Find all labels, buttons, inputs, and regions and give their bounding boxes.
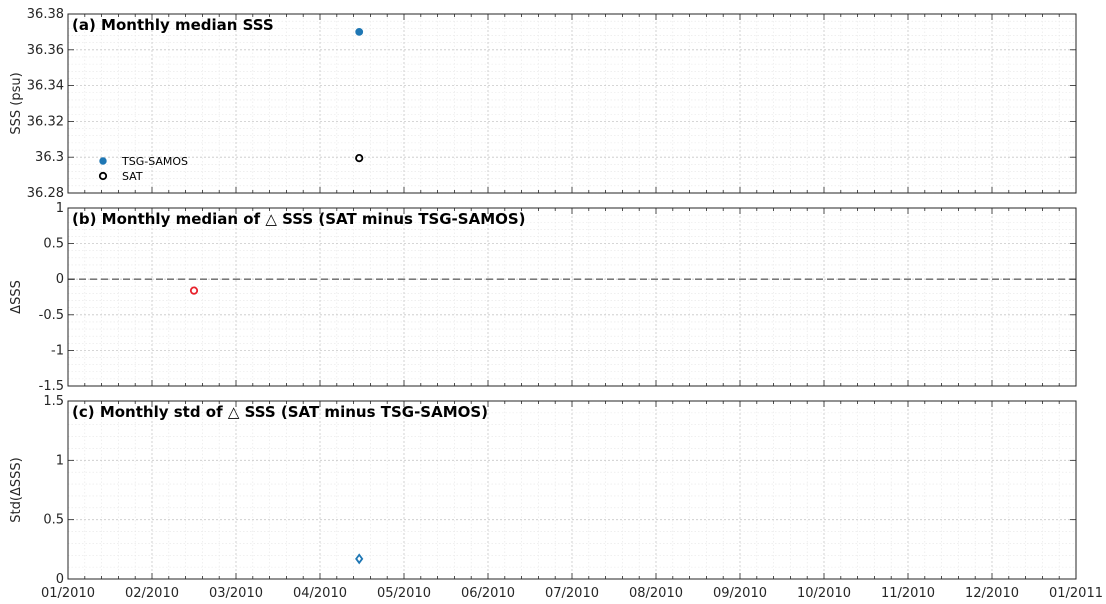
x-tick-label: 01/2011	[1049, 586, 1103, 601]
y-tick-label: 0.5	[43, 237, 64, 252]
y-tick-label: -1	[51, 343, 64, 358]
x-ticks	[67, 207, 1077, 387]
y-tick-label: 1	[56, 201, 64, 216]
legend: TSG-SAMOS SAT	[98, 155, 188, 183]
data-point-sat	[355, 153, 364, 163]
y-tick-label: 0	[56, 272, 64, 287]
legend-label: SAT	[122, 170, 143, 183]
x-tick-label: 02/2010	[125, 586, 179, 601]
x-tick-label: 03/2010	[209, 586, 263, 601]
legend-marker	[98, 171, 108, 181]
y-tick-label: 36.28	[27, 186, 64, 201]
major-grid	[68, 13, 1076, 194]
panel-title: (c) Monthly std of △ SSS (SAT minus TSG-…	[72, 403, 488, 421]
x-tick-label: 01/2010	[41, 586, 95, 601]
x-tick-label: 10/2010	[797, 586, 851, 601]
panel-title: (a) Monthly median SSS	[72, 16, 274, 34]
panel-c: 0 0.5 1 1.5 Std(ΔSSS) (c) Monthly std of △ SS…	[9, 394, 1077, 587]
x-tick-label: 06/2010	[461, 586, 515, 601]
y-axis-label: SSS (psu)	[9, 72, 24, 134]
data-point-series	[355, 553, 364, 565]
legend-marker	[99, 157, 107, 165]
y-tick-label: 36.36	[27, 43, 64, 58]
data-point-tsg-samos	[355, 28, 364, 36]
x-tick-labels: 01/2010 02/2010 03/2010 04/2010 05/2010 06/20…	[41, 586, 1103, 601]
x-tick-label: 12/2010	[965, 586, 1019, 601]
y-tick-label: 1.5	[43, 394, 64, 409]
data-point-series	[189, 286, 199, 295]
legend-label: TSG-SAMOS	[121, 155, 188, 168]
y-tick-label: 0	[56, 572, 64, 587]
x-tick-label: 05/2010	[377, 586, 431, 601]
y-tick-label: 36.32	[27, 114, 64, 129]
x-ticks	[67, 400, 1077, 580]
panel-b: -1.5 -1 -0.5 0 0.5 1 ΔSSS (b) Monthly median of…	[9, 201, 1077, 394]
y-tick-label: -0.5	[39, 308, 64, 323]
panel-a: 36.28 36.3 36.32 36.34 36.36 36.38 SSS (psu) (a…	[9, 7, 1077, 201]
y-tick-label: 1	[56, 453, 64, 468]
x-tick-label: 07/2010	[545, 586, 599, 601]
x-ticks	[67, 13, 1077, 194]
y-axis-label: ΔSSS	[9, 280, 24, 314]
y-tick-label: 0.5	[43, 513, 64, 528]
x-tick-label: 04/2010	[293, 586, 347, 601]
y-tick-label: -1.5	[39, 379, 64, 394]
minor-grid	[68, 401, 1076, 579]
y-tick-label: 36.34	[27, 79, 64, 94]
x-tick-label: 09/2010	[713, 586, 767, 601]
panel-title: (b) Monthly median of △ SSS (SAT minus T…	[72, 210, 526, 228]
y-axis-label: Std(ΔSSS)	[9, 457, 24, 522]
x-tick-label: 08/2010	[629, 586, 683, 601]
y-tick-label: 36.38	[27, 7, 64, 22]
x-tick-label: 11/2010	[881, 586, 935, 601]
y-tick-label: 36.3	[35, 150, 64, 165]
